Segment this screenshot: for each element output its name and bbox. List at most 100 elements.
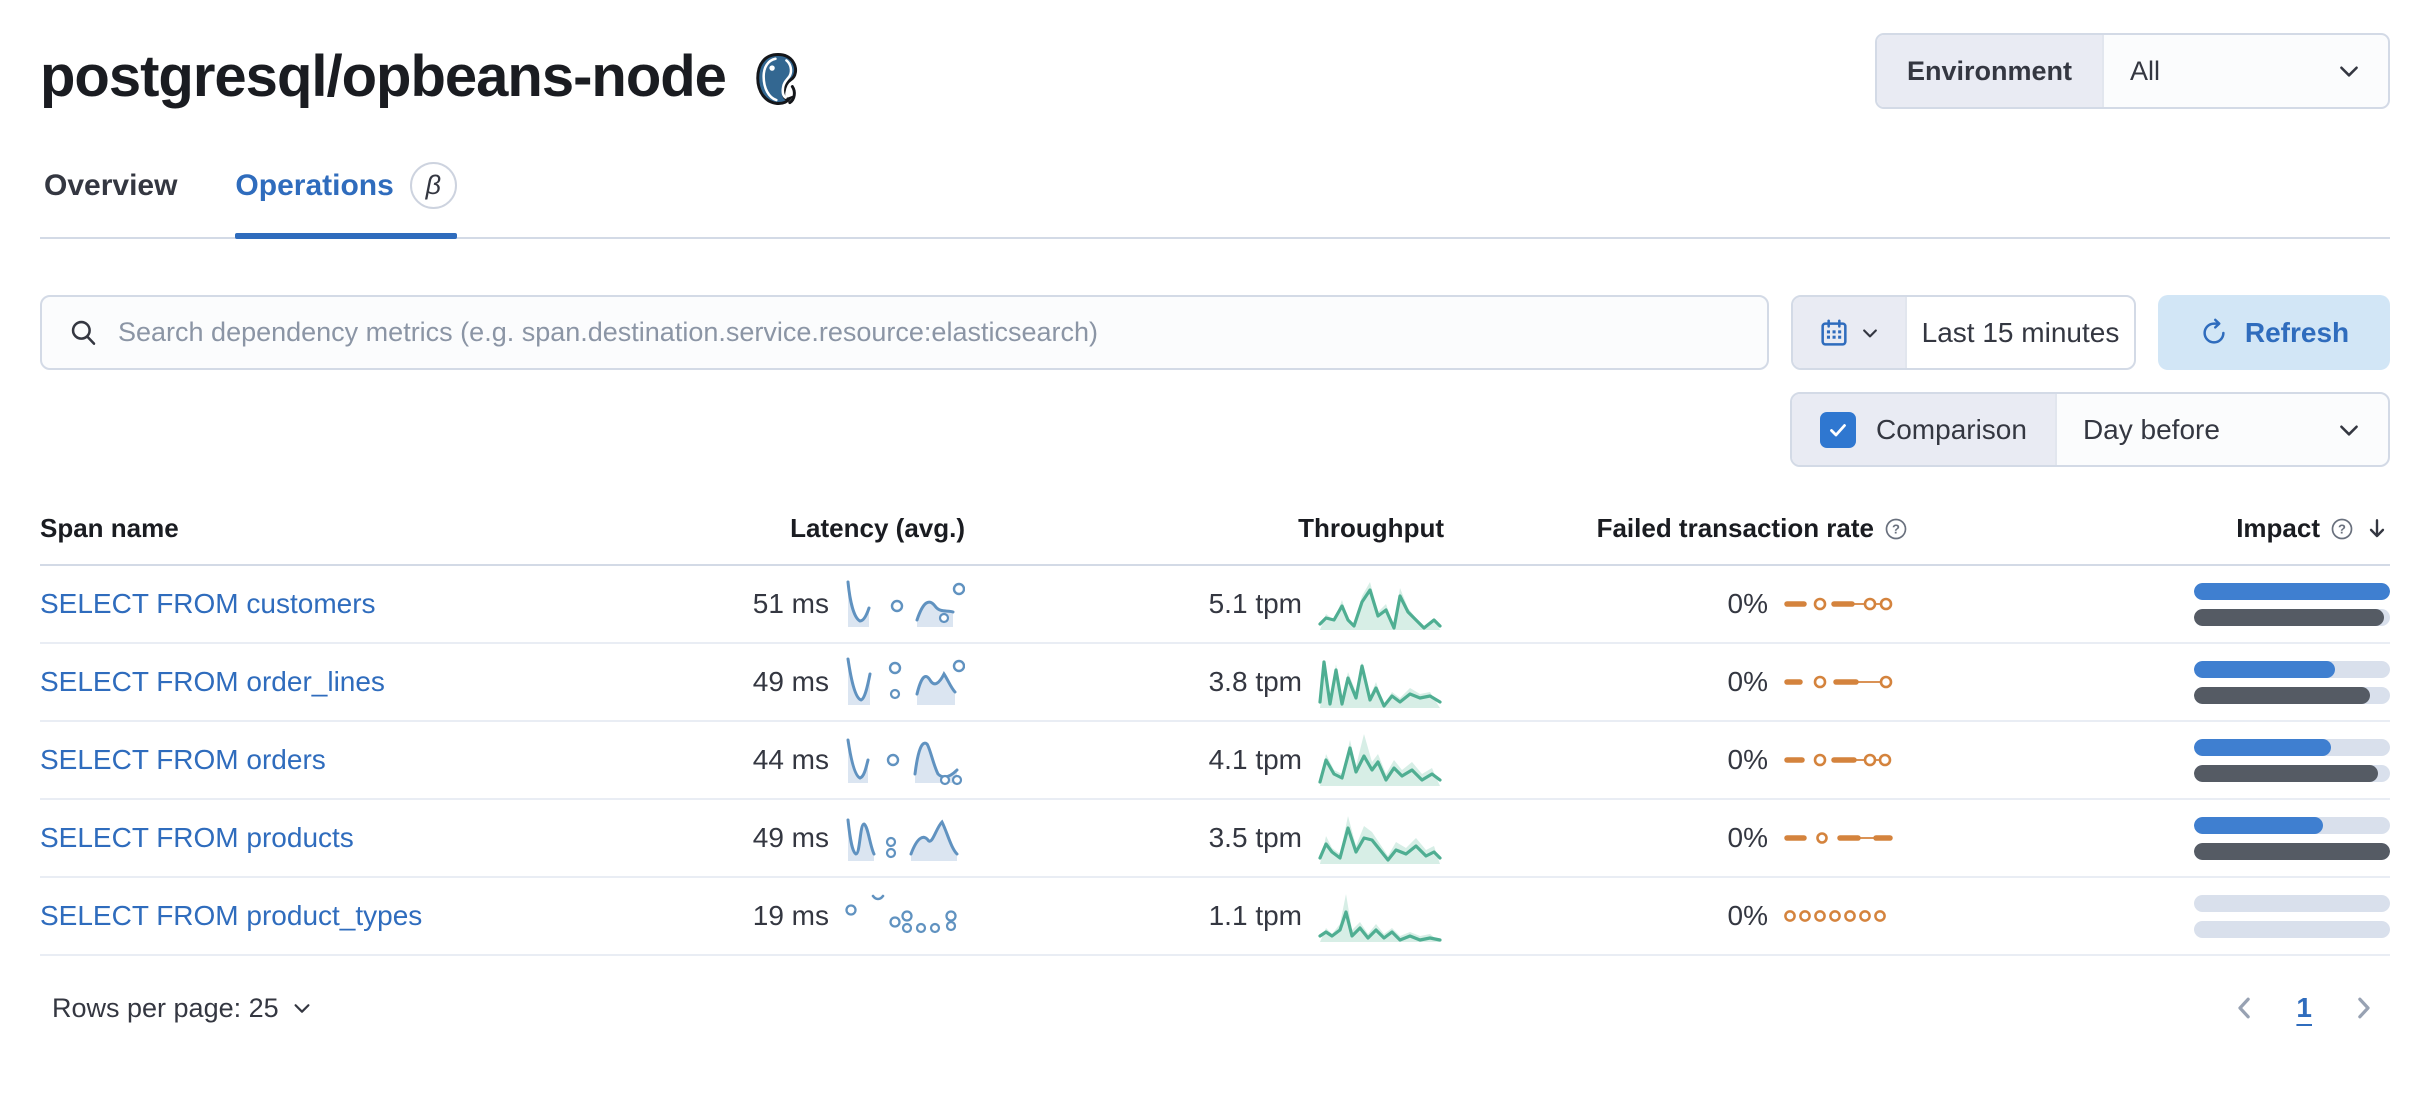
latency-sparkline [846,738,963,786]
throughput-value: 1.1 tpm [1208,900,1302,931]
impact-cell [1908,738,2390,782]
postgresql-logo-icon [756,53,798,105]
span-name-link[interactable]: SELECT FROM orders [40,744,326,775]
tab-operations[interactable]: Operations β [235,162,458,239]
throughput-value: 3.5 tpm [1208,822,1302,853]
svg-text:?: ? [2338,521,2346,536]
calendar-icon [1821,318,1847,346]
table-header-row: Span name Latency (avg.) Throughput Fail… [40,513,2390,566]
latency-sparkline [846,818,959,861]
environment-select[interactable]: Environment All [1875,33,2390,109]
impact-bar-current-fill [2194,582,2390,600]
environment-select-value: All [2130,55,2161,86]
pagination: 1 [2230,992,2378,1024]
search-box [40,295,1769,370]
help-icon[interactable]: ? [1884,517,1908,541]
page-header: postgresql/opbeans-node Environment All [40,33,2390,118]
table-row: SELECT FROM products 49 ms 3.5 tpm [40,800,2390,878]
rows-per-page-label: Rows per page: 25 [52,992,279,1023]
latency-sparkline [846,657,965,705]
checkmark-icon [1830,423,1846,436]
span-name-link[interactable]: SELECT FROM customers [40,588,376,619]
latency-value: 44 ms [752,744,829,775]
failed-rate-value: 0% [1727,588,1768,619]
impact-bar-current-fill [2194,816,2324,834]
tab-overview[interactable]: Overview [44,162,177,237]
impact-bar-previous-fill [2194,686,2371,704]
failed-rate-value: 0% [1727,666,1768,697]
latency-value: 49 ms [752,666,829,697]
time-picker-calendar-button[interactable] [1793,297,1907,368]
refresh-button[interactable]: Refresh [2158,295,2390,370]
comparison-control: Comparison Day before [1790,392,2390,467]
chevron-down-icon [2340,66,2358,77]
comparison-checkbox[interactable] [1820,411,1856,448]
page-number-button[interactable]: 1 [2296,992,2312,1023]
throughput-sparkline [1318,816,1442,864]
rows-per-page-selector[interactable]: Rows per page: 25 [52,993,313,1024]
impact-cell [1908,894,2390,938]
throughput-value: 3.8 tpm [1208,666,1302,697]
failed-rate-sparkline [1784,675,1893,689]
tab-operations-label: Operations [235,168,394,202]
search-input[interactable] [118,317,1741,348]
impact-bar-previous-fill [2194,842,2390,860]
comparison-label: Comparison [1876,413,2027,445]
controls-row: Last 15 minutes Refresh [40,295,2390,370]
tab-bar: Overview Operations β [40,162,2390,239]
next-page-button[interactable] [2348,993,2378,1023]
chevron-left-icon [2238,997,2251,1019]
column-header-latency[interactable]: Latency (avg.) [790,513,965,543]
span-name-link[interactable]: SELECT FROM products [40,822,354,853]
chevron-down-icon [294,1004,310,1013]
span-name-link[interactable]: SELECT FROM product_types [40,900,423,931]
throughput-sparkline [1318,582,1442,630]
chevron-down-icon [1863,328,1877,337]
table-row: SELECT FROM order_lines 49 ms 3.8 tpm [40,644,2390,722]
chevron-right-icon [2358,997,2370,1019]
refresh-icon [2203,318,2225,344]
throughput-value: 4.1 tpm [1208,744,1302,775]
latency-value: 49 ms [752,822,829,853]
latency-sparkline [846,580,965,627]
impact-bar-current-fill [2194,660,2336,678]
impact-cell [1908,660,2390,704]
comparison-select[interactable]: Day before [2057,394,2388,465]
table-footer: Rows per page: 25 1 [40,992,2390,1024]
throughput-sparkline [1318,660,1442,708]
latency-value: 51 ms [752,588,829,619]
environment-select-label: Environment [1877,35,2105,107]
impact-cell [1908,816,2390,860]
table-row: SELECT FROM customers 51 ms 5.1 tpm [40,566,2390,644]
beta-badge: β [409,162,457,209]
throughput-value: 5.1 tpm [1208,588,1302,619]
failed-rate-value: 0% [1727,744,1768,775]
comparison-row: Comparison Day before [40,392,2390,467]
page-title: postgresql/opbeans-node [40,43,727,109]
column-header-impact[interactable]: Impact ? [1908,513,2390,544]
dependency-operations-page: postgresql/opbeans-node Environment All … [40,33,2390,1024]
tab-overview-label: Overview [44,168,178,202]
failed-rate-sparkline [1784,753,1892,767]
svg-text:?: ? [1892,521,1900,536]
failed-rate-sparkline [1784,910,1886,922]
column-header-span-name: Span name [40,513,179,543]
failed-rate-sparkline [1784,597,1893,611]
column-header-throughput[interactable]: Throughput [1298,513,1444,543]
throughput-sparkline [1318,894,1442,942]
impact-bar-current-fill [2194,738,2332,756]
refresh-button-label: Refresh [2244,316,2350,348]
previous-page-button[interactable] [2230,993,2260,1023]
throughput-sparkline [1318,734,1442,786]
operations-table: Span name Latency (avg.) Throughput Fail… [40,513,2390,956]
search-icon [71,320,96,345]
latency-sparkline [845,894,957,934]
comparison-select-value: Day before [2082,413,2220,445]
impact-cell [1908,582,2390,626]
latency-value: 19 ms [752,900,829,931]
time-range-value[interactable]: Last 15 minutes [1921,316,2120,348]
time-range-picker: Last 15 minutes [1791,295,2136,370]
help-icon[interactable]: ? [2330,517,2354,541]
span-name-link[interactable]: SELECT FROM order_lines [40,666,385,697]
column-header-failed-rate[interactable]: Failed transaction rate ? [1444,513,1908,544]
